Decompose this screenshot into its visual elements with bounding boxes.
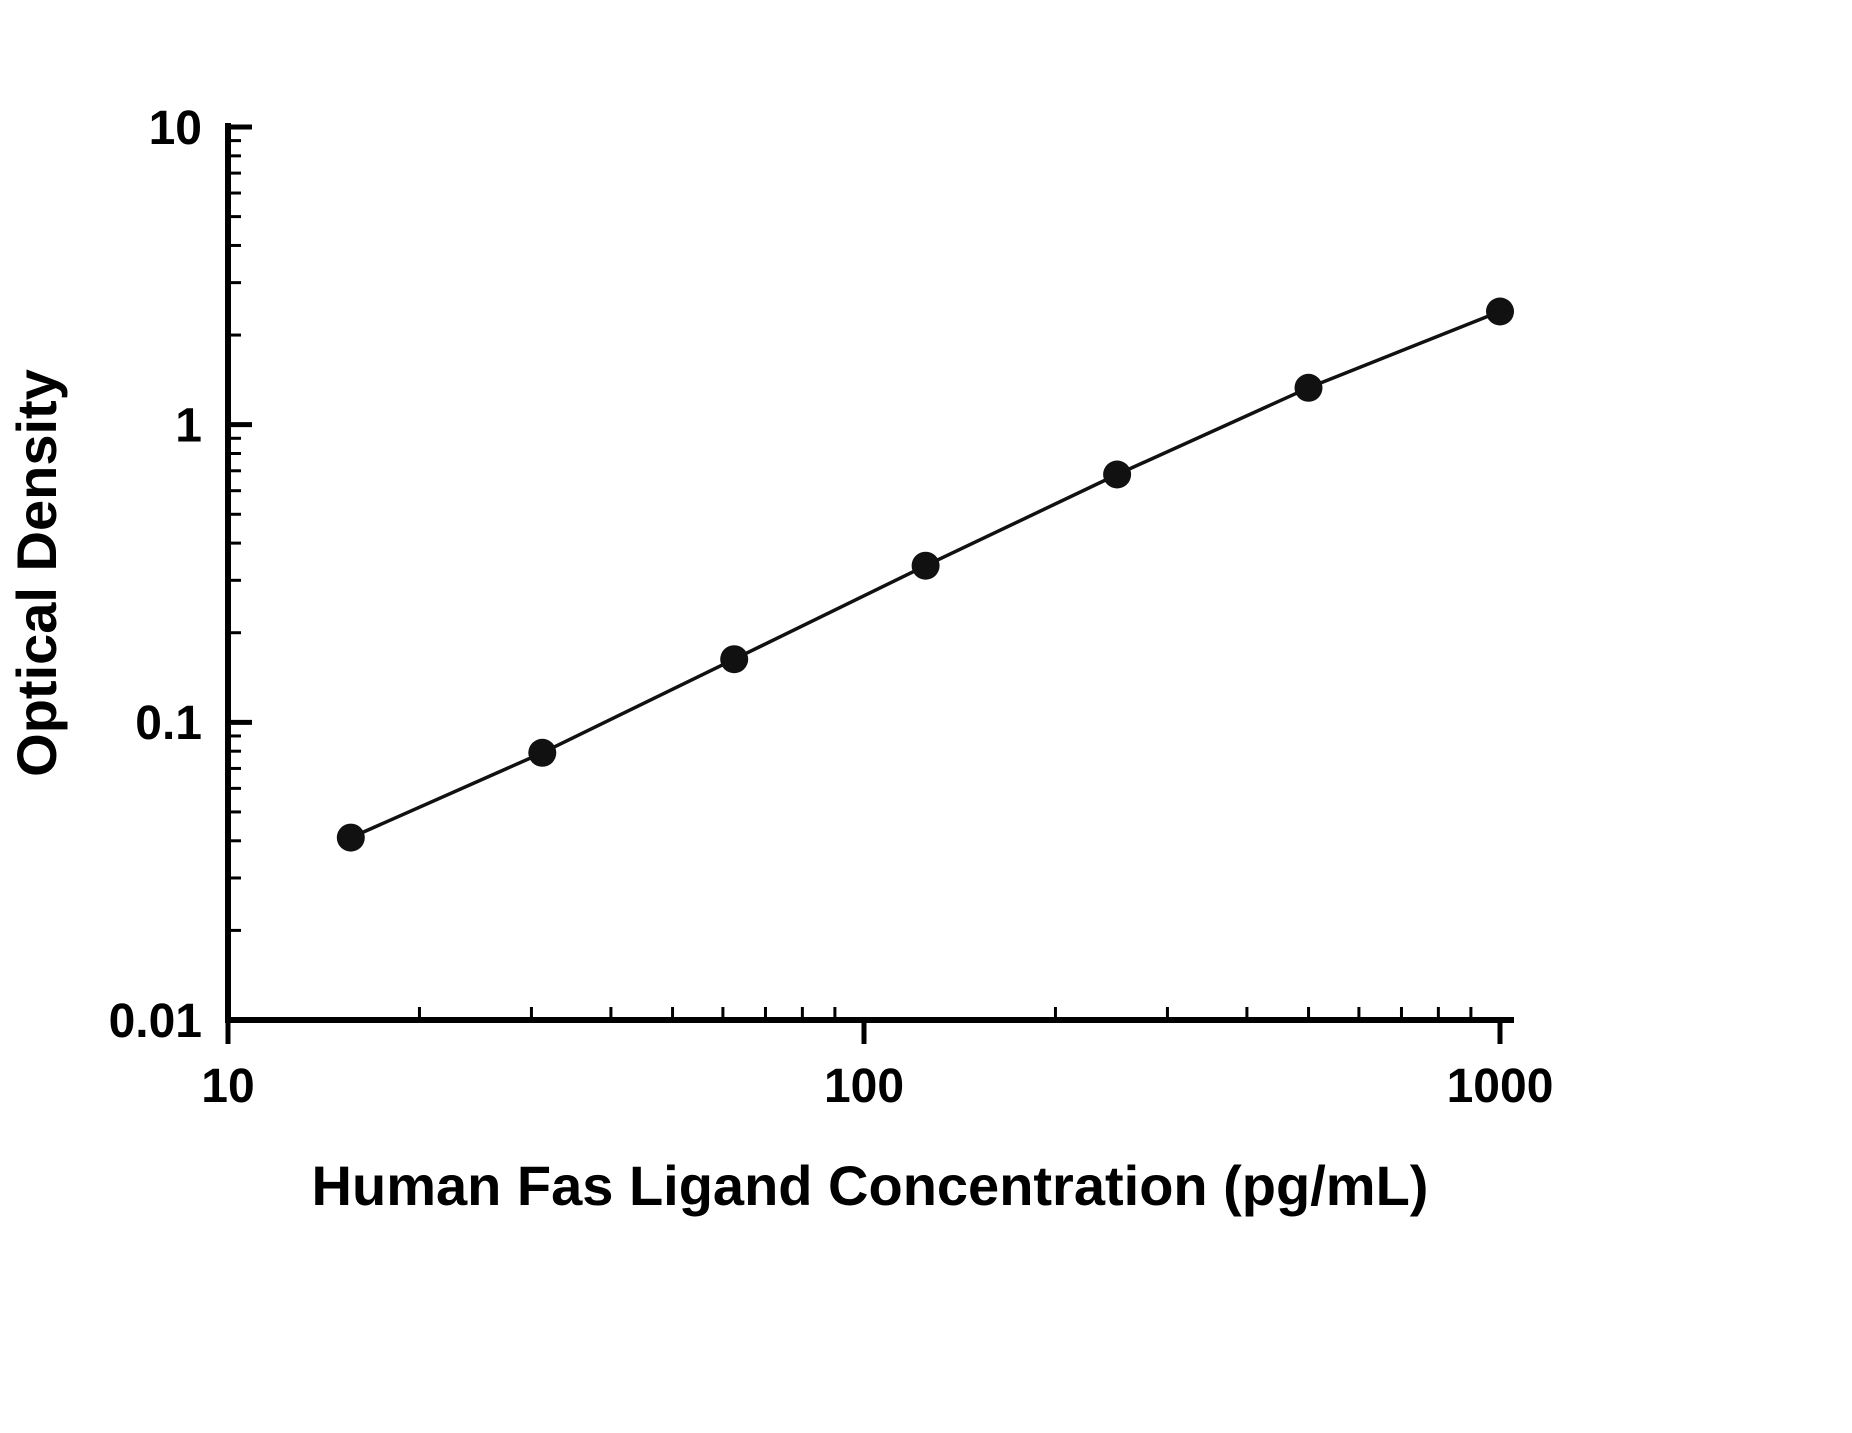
x-tick-label: 100 [824, 1060, 904, 1113]
y-tick-label: 0.1 [135, 697, 202, 750]
data-point [1486, 297, 1514, 326]
x-axis-title: Human Fas Ligand Concentration (pg/mL) [312, 1154, 1429, 1217]
data-point [1103, 460, 1132, 489]
x-tick-label: 10 [201, 1060, 254, 1113]
data-point [1294, 373, 1323, 402]
x-tick-label: 1000 [1447, 1060, 1554, 1113]
data-point [528, 738, 557, 767]
y-tick-label: 1 [175, 399, 202, 452]
y-tick-label: 10 [149, 102, 202, 155]
y-tick-label: 0.01 [109, 995, 202, 1048]
data-point [336, 823, 365, 852]
plot-area: 0.01 0.1 1 10 10 100 1000 [109, 102, 1554, 1113]
data-point [911, 551, 940, 580]
y-axis-title: Optical Density [5, 369, 68, 777]
data-point [720, 645, 749, 674]
